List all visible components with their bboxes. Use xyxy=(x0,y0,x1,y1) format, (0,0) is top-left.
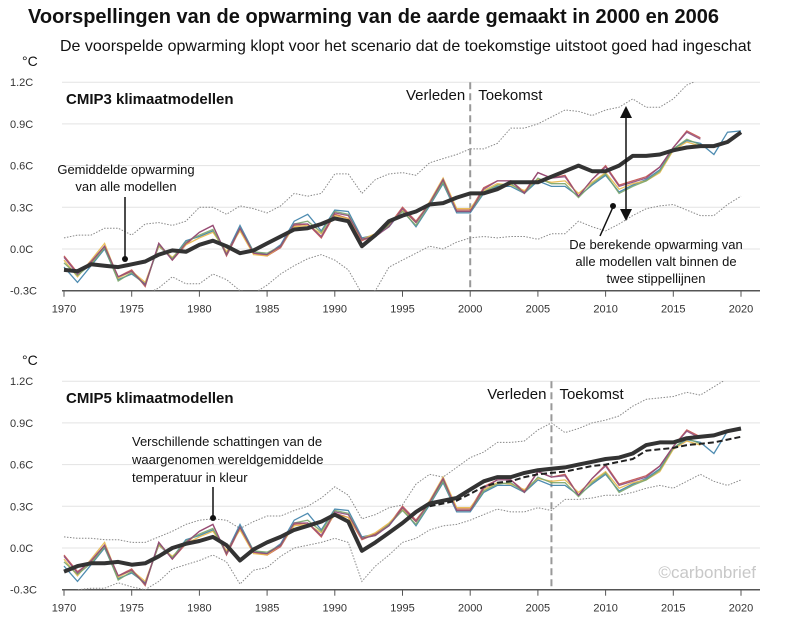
upper-bound-line xyxy=(63,82,696,239)
annotation-range-text: alle modellen valt binnen de xyxy=(575,254,736,269)
future-label: Toekomst xyxy=(559,386,624,403)
carbonbrief-watermark: ©carbonbrief xyxy=(658,563,756,582)
y-tick-label: 0.0C xyxy=(10,244,33,256)
y-tick-label: 1.2C xyxy=(10,376,33,388)
x-tick-label: 2010 xyxy=(593,603,617,615)
annotation-observed-text: waargenomen wereldgemiddelde xyxy=(131,452,324,467)
y-tick-label: 0.3C xyxy=(10,202,33,214)
annotation-pointer-dot xyxy=(610,203,616,209)
model-mean-line xyxy=(63,426,742,574)
x-tick-label: 1995 xyxy=(390,603,414,615)
upper-bound-line xyxy=(63,381,725,543)
y-tick-label: 0.0C xyxy=(10,543,33,555)
x-tick-label: 1985 xyxy=(255,304,279,316)
annotation-pointer-dot xyxy=(122,256,128,262)
y-tick-label: -0.3C xyxy=(10,585,37,597)
x-tick-label: 1995 xyxy=(390,304,414,316)
x-tick-label: 2010 xyxy=(593,304,617,316)
y-tick-label: 0.6C xyxy=(10,161,33,173)
x-tick-label: 2000 xyxy=(458,304,482,316)
panel-cmip3 xyxy=(62,81,760,297)
annotation-observed-text: Verschillende schattingen van de xyxy=(132,434,322,449)
x-tick-label: 1975 xyxy=(119,304,143,316)
observed-series-line xyxy=(63,430,701,586)
annotation-mean-text: Gemiddelde opwarming xyxy=(57,162,194,177)
x-tick-label: 2015 xyxy=(661,603,685,615)
annotation-observed-text: temperatuur in kleur xyxy=(132,470,248,485)
y-tick-label: 0.9C xyxy=(10,418,33,430)
annotation-pointer-dot xyxy=(210,515,216,521)
y-tick-label: 0.6C xyxy=(10,460,33,472)
y-axis-unit: °C xyxy=(22,53,38,69)
panel-title: CMIP3 klimaatmodellen xyxy=(66,91,234,108)
past-label: Verleden xyxy=(487,386,546,403)
x-tick-label: 1970 xyxy=(52,603,76,615)
chart-title: Voorspellingen van de opwarming van de a… xyxy=(28,6,719,28)
y-tick-label: 0.3C xyxy=(10,501,33,513)
x-tick-label: 1985 xyxy=(255,603,279,615)
x-tick-label: 2020 xyxy=(729,603,753,615)
observed-series-line xyxy=(63,440,701,583)
y-tick-label: 1.2C xyxy=(10,77,33,89)
annotation-range-text: De berekende opwarming van xyxy=(569,237,742,252)
x-tick-label: 1990 xyxy=(323,603,347,615)
plot-area xyxy=(63,381,742,590)
past-label: Verleden xyxy=(406,87,465,104)
panel-cmip5 xyxy=(62,380,760,596)
observed-series-line xyxy=(63,131,701,287)
annotation-range-text: twee stippellijnen xyxy=(606,271,705,286)
x-tick-label: 1975 xyxy=(119,603,143,615)
future-label: Toekomst xyxy=(478,87,543,104)
lower-bound-line xyxy=(151,195,742,291)
x-tick-label: 1980 xyxy=(187,603,211,615)
y-tick-label: -0.3C xyxy=(10,286,37,298)
x-tick-label: 2015 xyxy=(661,304,685,316)
x-tick-label: 1990 xyxy=(323,304,347,316)
annotation-pointer-line xyxy=(599,206,614,237)
x-tick-label: 1970 xyxy=(52,304,76,316)
x-tick-label: 2020 xyxy=(729,304,753,316)
lower-bound-line xyxy=(75,473,742,590)
annotation-mean-text: van alle modellen xyxy=(75,179,176,194)
panel-title: CMIP5 klimaatmodellen xyxy=(66,390,234,407)
x-tick-label: 2005 xyxy=(526,304,550,316)
y-tick-label: 0.9C xyxy=(10,119,33,131)
model-mean-dashed-line xyxy=(429,435,742,508)
chart-subtitle: De voorspelde opwarming klopt voor het s… xyxy=(60,38,752,55)
x-tick-label: 2000 xyxy=(458,603,482,615)
x-tick-label: 2005 xyxy=(526,603,550,615)
x-tick-label: 1980 xyxy=(187,304,211,316)
y-axis-unit: °C xyxy=(22,352,38,368)
